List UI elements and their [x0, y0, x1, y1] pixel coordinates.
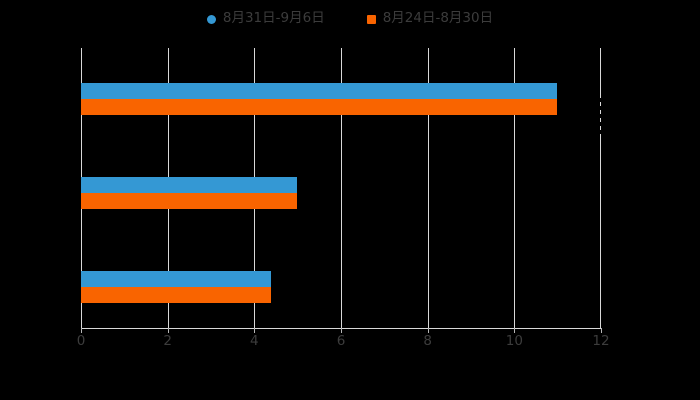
xtick-mark-12: [601, 328, 602, 333]
xtick-label-10: 10: [505, 333, 523, 349]
xtick-mark-0: [81, 328, 82, 333]
legend-item-series-2[interactable]: 8月24日-8月30日: [366, 10, 494, 27]
chart-legend: 8月31日-9月6日 8月24日-8月30日: [0, 6, 700, 32]
gridline-6: [341, 48, 342, 328]
xtick-mark-10: [514, 328, 516, 333]
bar-series-1-usa[interactable]: [81, 271, 272, 287]
xtick-label-12: 12: [592, 333, 610, 349]
bar-series-1-germany[interactable]: [81, 83, 557, 99]
gridline-10: [514, 48, 516, 328]
xtick-mark-8: [427, 328, 429, 333]
xtick-label-8: 8: [423, 333, 432, 349]
bar-series-1-china[interactable]: [81, 177, 298, 193]
bar-series-2-china[interactable]: [81, 193, 298, 209]
gridline-8: [427, 48, 429, 328]
xtick-label-0: 0: [76, 333, 86, 349]
xtick-mark-2: [167, 328, 169, 333]
bar-series-2-usa[interactable]: [81, 287, 272, 303]
legend-item-series-1[interactable]: 8月31日-9月6日: [206, 10, 325, 27]
gridline-12-dashed-segment: [600, 94, 601, 134]
xtick-mark-4: [254, 328, 256, 333]
legend-label-series-1: 8月31日-9月6日: [222, 10, 325, 27]
xtick-label-4: 4: [250, 333, 259, 349]
bar-series-2-germany[interactable]: [81, 99, 557, 115]
xtick-label-2: 2: [163, 333, 172, 349]
legend-marker-circle-blue-icon: [206, 14, 216, 24]
plot-area: [81, 48, 601, 328]
legend-label-series-2: 8月24日-8月30日: [382, 10, 494, 27]
gridline-12: [600, 48, 601, 328]
xtick-label-6: 6: [336, 333, 346, 349]
legend-marker-square-orange-icon: [366, 14, 376, 24]
xtick-mark-6: [341, 328, 342, 333]
